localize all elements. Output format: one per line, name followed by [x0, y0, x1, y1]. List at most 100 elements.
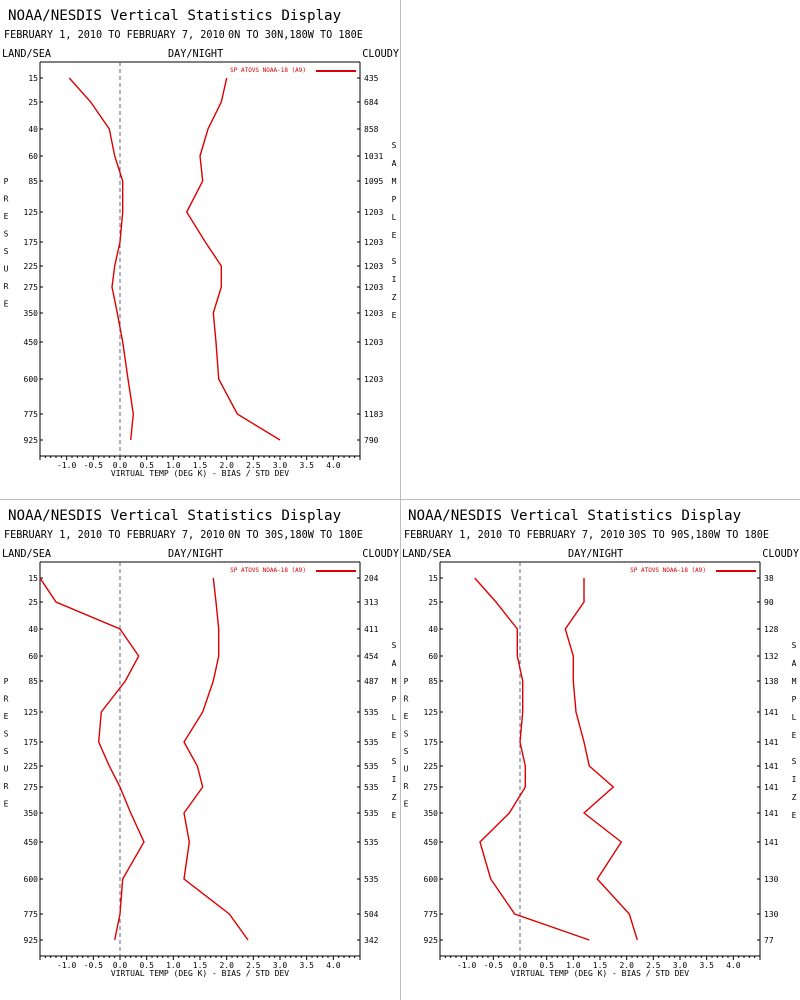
x-tick-label: 4.0 [326, 961, 341, 970]
chart-title: NOAA/NESDIS Vertical Statistics Display [8, 508, 341, 524]
x-tick-label: -1.0 [57, 461, 76, 470]
sample-size-label: 411 [364, 625, 379, 634]
pressure-level-label: 925 [24, 936, 39, 945]
pressure-level-label: 25 [428, 598, 438, 607]
x-tick-label: 0.5 [139, 461, 154, 470]
sample-size-label: 130 [764, 910, 779, 919]
x-tick-label: 1.0 [566, 961, 581, 970]
y-axis-label-char: R [4, 282, 9, 291]
y2-axis-label-char: E [392, 731, 397, 740]
x-tick-label: -0.5 [84, 961, 103, 970]
sample-size-label: 1095 [364, 177, 383, 186]
x-axis-label: VIRTUAL TEMP (DEG K) - BIAS / STD DEV [111, 469, 289, 478]
y2-axis-label-char: I [792, 775, 797, 784]
chart-svg: NOAA/NESDIS Vertical Statistics Display F… [2, 508, 399, 978]
std-dev-series-line [183, 577, 249, 941]
pressure-level-label: 15 [428, 574, 438, 583]
y2-axis-label-char: L [392, 213, 397, 222]
y-axis-label-char: S [4, 230, 9, 239]
chart-right-label: CLOUDY [362, 549, 399, 560]
pressure-level-label: 125 [24, 708, 39, 717]
std-dev-series-line [564, 578, 638, 941]
pressure-level-label: 40 [428, 625, 438, 634]
y2-axis-label-char: A [792, 659, 797, 668]
sample-size-label: 454 [364, 652, 379, 661]
sample-size-label: 204 [364, 574, 379, 583]
pressure-level-label: 450 [424, 838, 439, 847]
chart-center-label: DAY/NIGHT [568, 549, 623, 560]
pressure-level-label: 600 [24, 875, 39, 884]
y2-axis-label-char: E [392, 311, 397, 320]
pressure-level-label: 175 [24, 238, 39, 247]
pressure-level-label: 85 [428, 677, 438, 686]
y-axis-label-char: E [4, 800, 9, 809]
bias-series-line [474, 577, 590, 941]
chart-left-label: LAND/SEA [402, 549, 451, 560]
x-tick-label: 1.0 [166, 461, 181, 470]
chart-left-label: LAND/SEA [2, 49, 51, 60]
y-axis-label-char: S [4, 747, 9, 756]
sample-size-label: 141 [764, 783, 779, 792]
y2-axis-label-char: I [392, 775, 397, 784]
pressure-level-label: 225 [424, 762, 439, 771]
y-axis-label-char: S [404, 747, 409, 756]
sample-size-label: 1203 [364, 262, 383, 271]
sample-size-label: 128 [764, 625, 779, 634]
sample-size-label: 1183 [364, 410, 383, 419]
x-tick-label: -1.0 [457, 961, 476, 970]
chart-right-label: CLOUDY [362, 49, 399, 60]
x-tick-label: 1.5 [193, 461, 208, 470]
sample-size-label: 77 [764, 936, 774, 945]
y-axis-label-char: U [4, 265, 9, 274]
x-tick-label: 3.5 [299, 461, 314, 470]
pressure-level-label: 600 [424, 875, 439, 884]
x-tick-label: 4.0 [726, 961, 741, 970]
sample-size-label: 141 [764, 838, 779, 847]
chart-panel-0n-30n: NOAA/NESDIS Vertical Statistics Display F… [0, 0, 400, 500]
x-tick-label: 0.5 [139, 961, 154, 970]
chart-title: NOAA/NESDIS Vertical Statistics Display [8, 8, 341, 24]
chart-center-label: DAY/NIGHT [168, 49, 223, 60]
y2-axis-label-char: E [792, 731, 797, 740]
x-tick-label: 2.0 [619, 961, 634, 970]
chart-center-label: DAY/NIGHT [168, 549, 223, 560]
chart-svg: NOAA/NESDIS Vertical Statistics Display F… [402, 508, 799, 978]
sample-size-label: 487 [364, 677, 379, 686]
x-tick-label: 1.5 [593, 961, 608, 970]
y2-axis-label-char: M [792, 677, 797, 686]
sample-size-label: 858 [364, 125, 379, 134]
y2-axis-label-char: M [392, 677, 397, 686]
pressure-level-label: 25 [28, 98, 38, 107]
y-axis-label-char: S [4, 247, 9, 256]
y-axis-label-char: U [404, 765, 409, 774]
sample-size-label: 535 [364, 809, 379, 818]
x-tick-label: 2.5 [246, 961, 261, 970]
pressure-level-label: 350 [424, 809, 439, 818]
pressure-level-label: 350 [24, 309, 39, 318]
chart-region: 0N TO 30N,180W TO 180E [228, 30, 363, 41]
bias-series-line [39, 577, 145, 941]
sample-size-label: 1203 [364, 338, 383, 347]
y-axis-label-char: R [404, 695, 409, 704]
sample-size-label: 535 [364, 875, 379, 884]
pressure-level-label: 275 [424, 783, 439, 792]
panel-separator-horizontal [0, 499, 800, 500]
x-tick-label: 1.0 [166, 961, 181, 970]
x-tick-label: 3.0 [273, 961, 288, 970]
y-axis-label-char: P [4, 677, 9, 686]
pressure-level-label: 15 [28, 574, 38, 583]
y2-axis-label-char: S [792, 757, 797, 766]
sample-size-label: 313 [364, 598, 379, 607]
std-dev-series-line [185, 77, 281, 441]
pressure-level-label: 775 [24, 410, 39, 419]
y2-axis-label-char: A [392, 659, 397, 668]
y2-axis-label-char: S [392, 757, 397, 766]
y2-axis-label-char: L [792, 713, 797, 722]
x-tick-label: 2.0 [219, 961, 234, 970]
x-axis-label: VIRTUAL TEMP (DEG K) - BIAS / STD DEV [511, 969, 689, 978]
pressure-level-label: 600 [24, 375, 39, 384]
chart-region: 0N TO 30S,180W TO 180E [228, 530, 363, 541]
y2-axis-label-char: S [392, 641, 397, 650]
pressure-level-label: 225 [24, 262, 39, 271]
y-axis-label-char: R [4, 782, 9, 791]
